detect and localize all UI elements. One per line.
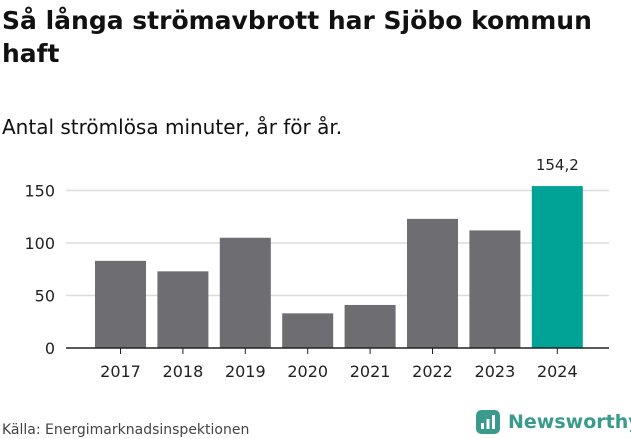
x-tick-label: 2023 [475,362,516,381]
y-tick-label: 100 [24,234,55,253]
chart-title: Så långa strömavbrott har Sjöbo kommun h… [2,6,592,68]
x-tick-label: 2017 [100,362,141,381]
bars [95,186,583,348]
brand-name: Newsworthy [508,411,631,433]
axes: 0 50 100 150 2017 2018 2019 2020 2021 2022 2023 202… [24,156,609,381]
bar [407,218,458,348]
x-tick-label: 2024 [537,362,578,381]
bar [95,260,146,348]
y-tick-label: 150 [24,182,55,201]
bar [344,304,396,348]
x-tick-label: 2022 [412,362,453,381]
x-tick-label: 2019 [225,362,266,381]
bar-chart: 0 50 100 150 2017 2018 2019 2020 2021 2022 2023 202… [24,156,609,381]
x-tick-label: 2020 [287,362,328,381]
newsworthy-logo-icon [476,410,500,434]
data-label: 154,2 [536,156,579,174]
bar [282,313,334,348]
y-tick-label: 0 [45,339,55,358]
x-tick-label: 2018 [163,362,204,381]
brand-logo: Newsworthy [476,408,631,436]
x-tick-label: 2021 [350,362,391,381]
bar [469,230,521,348]
bar [157,271,209,348]
grid-lines [66,189,609,297]
chart-subtitle: Antal strömlösa minuter, år för år. [2,115,343,139]
bar [219,237,271,348]
bar [531,186,583,348]
source-note: Källa: Energimarknadsinspektionen [2,422,250,438]
y-tick-label: 50 [35,287,55,306]
